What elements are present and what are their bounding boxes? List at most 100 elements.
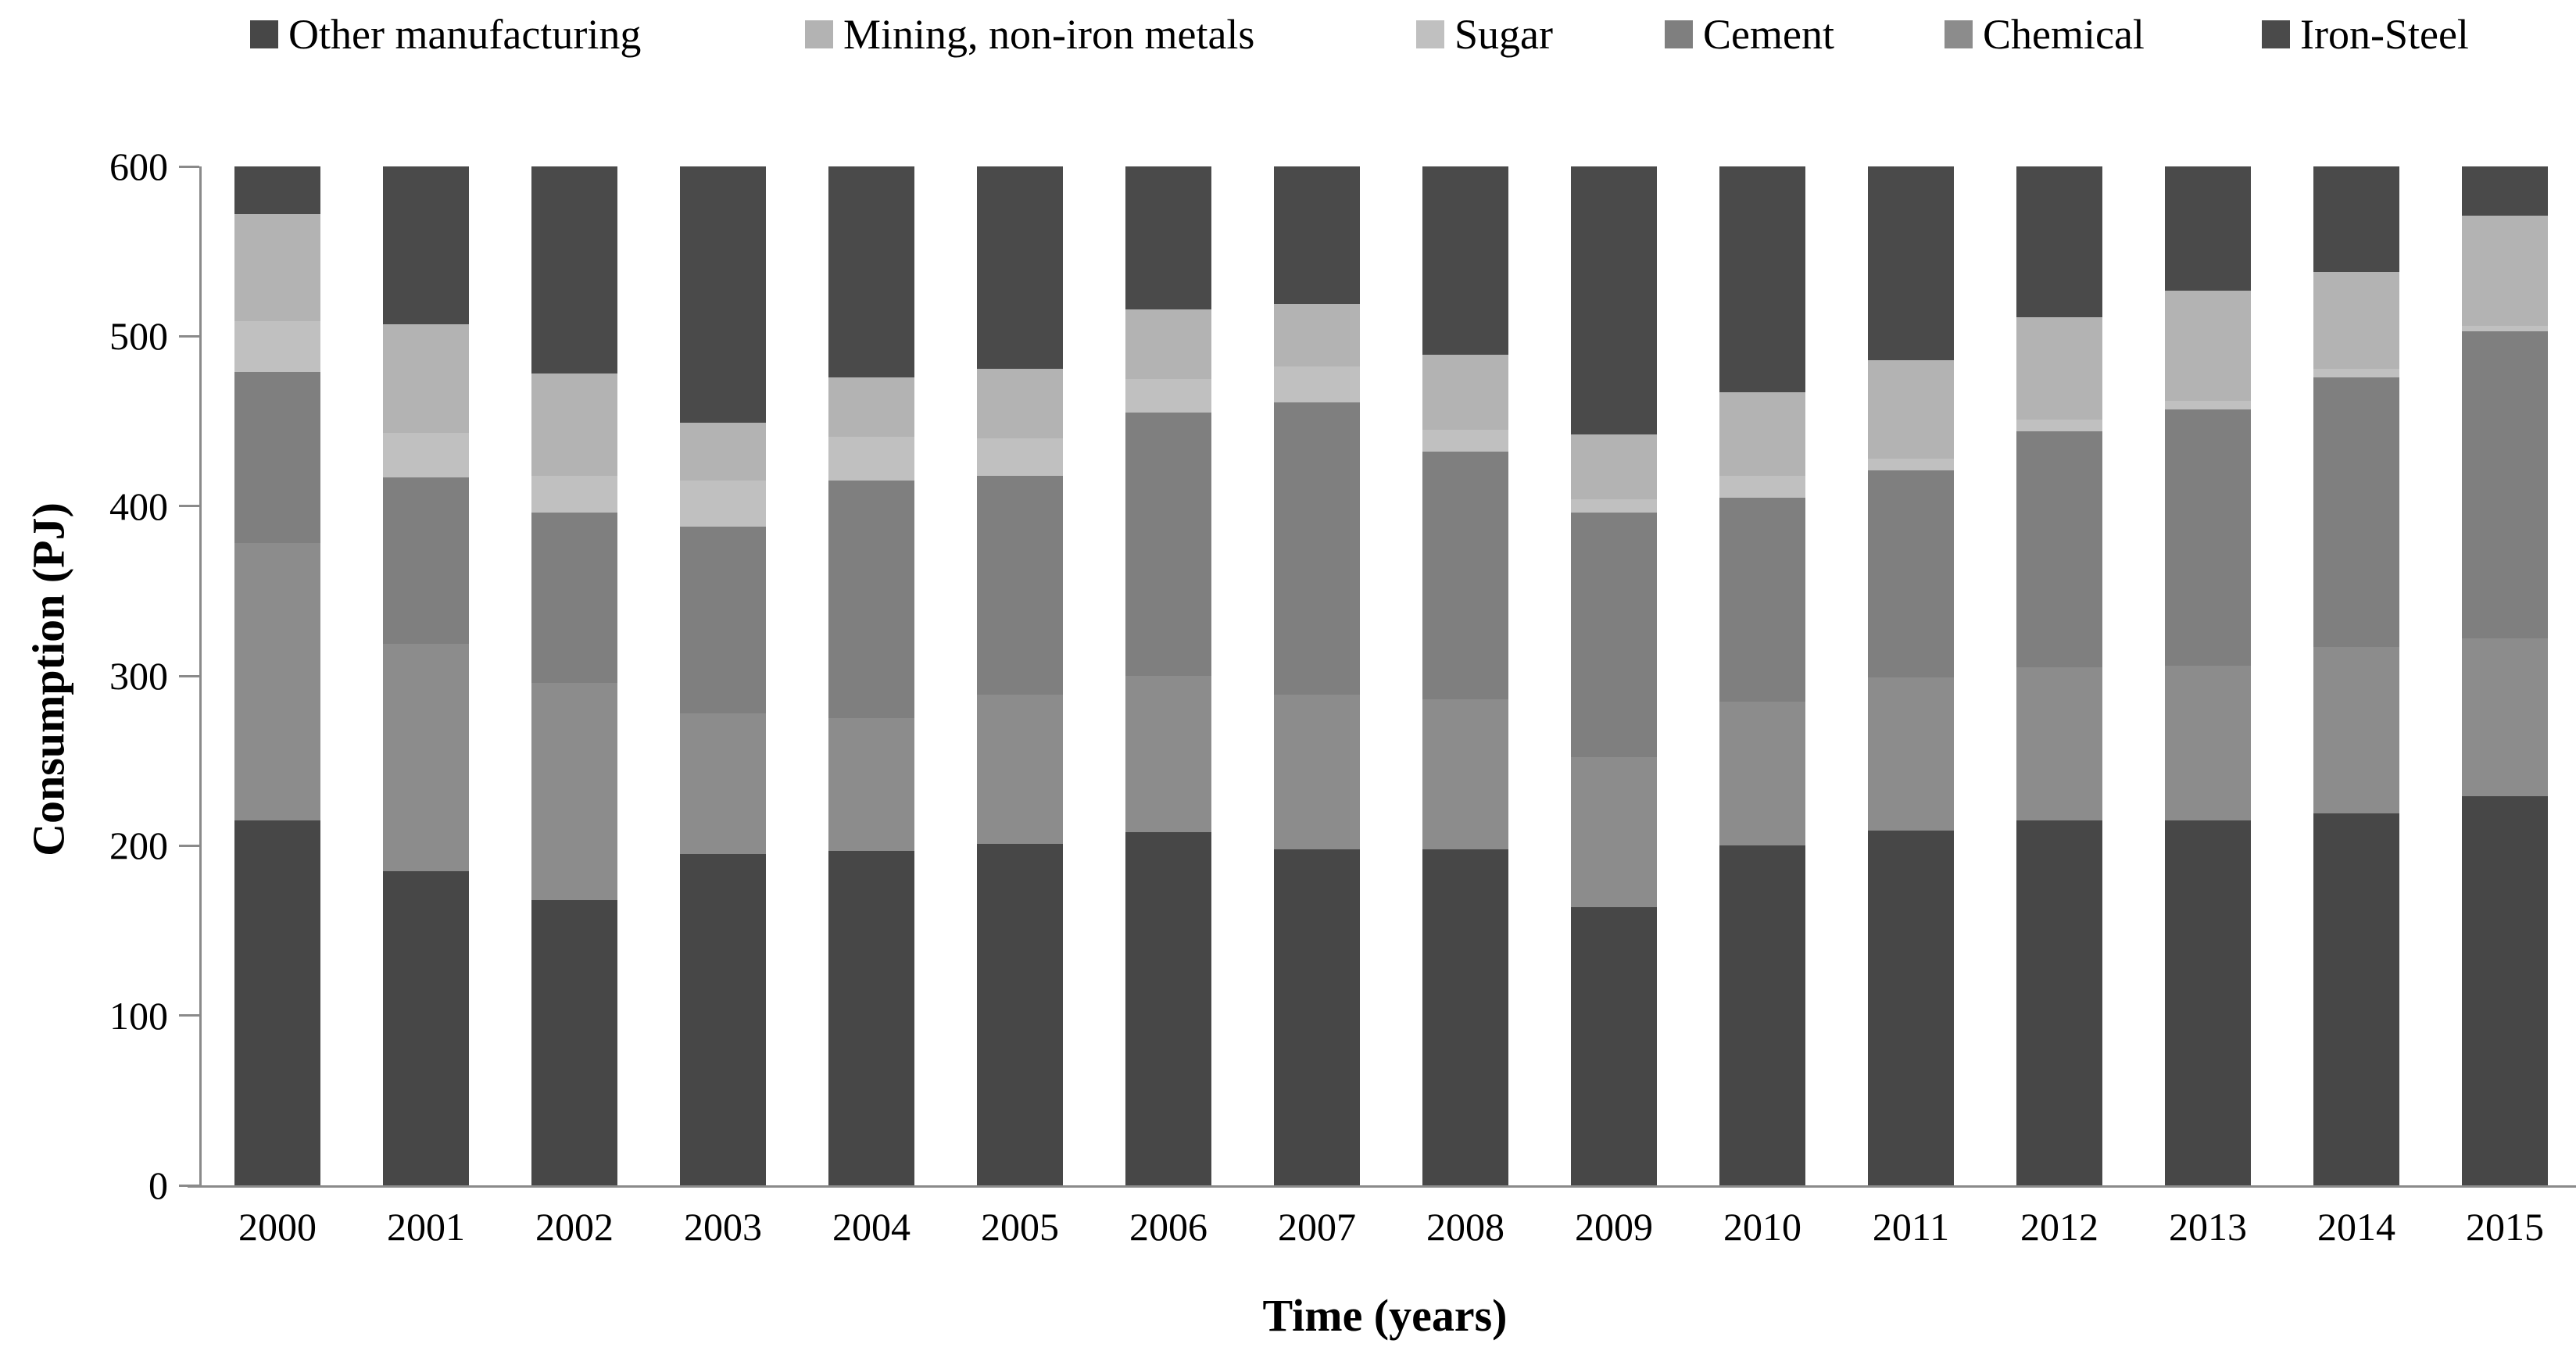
bar-segment-other-manufacturing bbox=[1274, 849, 1360, 1185]
y-tick-label: 200 bbox=[109, 824, 168, 868]
bar-segment-sugar bbox=[1422, 429, 1508, 452]
bar-segment-other-manufacturing bbox=[531, 899, 617, 1185]
bar-segment-mining-non-iron-metals bbox=[383, 324, 469, 434]
bar-segment-sugar bbox=[2313, 368, 2399, 377]
y-tick bbox=[179, 334, 199, 338]
bar-segment-mining-non-iron-metals bbox=[2165, 290, 2251, 401]
bar-segment-chemical bbox=[1719, 701, 1805, 846]
bar-segment-mining-non-iron-metals bbox=[1719, 392, 1805, 476]
y-tick bbox=[179, 674, 199, 677]
x-tick-label-2004: 2004 bbox=[832, 1205, 911, 1249]
bar-2009 bbox=[1571, 166, 1657, 1185]
bar-2006 bbox=[1125, 166, 1211, 1185]
bar-segment-mining-non-iron-metals bbox=[531, 373, 617, 476]
legend-label: Chemical bbox=[1983, 11, 2145, 58]
bar-segment-iron-steel bbox=[828, 166, 914, 377]
bar-segment-chemical bbox=[1274, 694, 1360, 849]
bar-segment-cement bbox=[828, 481, 914, 719]
x-tick-label-2002: 2002 bbox=[535, 1205, 614, 1249]
bar-segment-cement bbox=[2016, 431, 2102, 668]
bar-segment-chemical bbox=[531, 682, 617, 900]
bar-segment-mining-non-iron-metals bbox=[1274, 304, 1360, 367]
legend-item-sugar: Sugar bbox=[1416, 11, 1553, 58]
bar-segment-sugar bbox=[828, 436, 914, 481]
x-axis-title: Time (years) bbox=[1262, 1290, 1508, 1341]
bar-2007 bbox=[1274, 166, 1360, 1185]
bar-segment-other-manufacturing bbox=[234, 820, 320, 1185]
bar-segment-iron-steel bbox=[1868, 166, 1954, 360]
bar-segment-chemical bbox=[828, 718, 914, 851]
bar-segment-sugar bbox=[1125, 378, 1211, 413]
x-tick-label-2009: 2009 bbox=[1575, 1205, 1653, 1249]
legend-label: Iron-Steel bbox=[2300, 11, 2469, 58]
bar-2015 bbox=[2462, 166, 2548, 1185]
bar-segment-sugar bbox=[2165, 400, 2251, 409]
bar-2010 bbox=[1719, 166, 1805, 1185]
bar-segment-cement bbox=[531, 513, 617, 683]
bar-segment-sugar bbox=[383, 433, 469, 477]
bar-segment-other-manufacturing bbox=[1571, 906, 1657, 1185]
y-tick bbox=[179, 844, 199, 847]
bar-segment-other-manufacturing bbox=[680, 854, 766, 1185]
bar-2013 bbox=[2165, 166, 2251, 1185]
bar-segment-cement bbox=[2165, 409, 2251, 666]
bar-segment-cement bbox=[1868, 470, 1954, 678]
bar-segment-iron-steel bbox=[977, 166, 1063, 369]
legend-swatch-iron-steel bbox=[2262, 20, 2290, 48]
y-tick bbox=[179, 505, 199, 508]
bar-segment-other-manufacturing bbox=[1719, 845, 1805, 1185]
x-tick-label-2005: 2005 bbox=[981, 1205, 1059, 1249]
y-tick-label: 500 bbox=[109, 314, 168, 359]
bar-segment-mining-non-iron-metals bbox=[680, 423, 766, 481]
bar-segment-sugar bbox=[2016, 419, 2102, 432]
bar-segment-cement bbox=[1422, 452, 1508, 700]
bar-segment-chemical bbox=[1125, 676, 1211, 832]
bar-segment-chemical bbox=[1422, 699, 1508, 849]
bar-segment-iron-steel bbox=[2313, 166, 2399, 272]
legend-label: Other manufacturing bbox=[288, 11, 642, 58]
x-tick-label-2000: 2000 bbox=[238, 1205, 317, 1249]
bar-segment-iron-steel bbox=[1274, 166, 1360, 305]
bar-segment-iron-steel bbox=[680, 166, 766, 423]
legend-swatch-chemical bbox=[1945, 20, 1973, 48]
bar-segment-mining-non-iron-metals bbox=[828, 377, 914, 437]
bar-segment-sugar bbox=[1274, 366, 1360, 403]
legend-swatch-cement bbox=[1665, 20, 1693, 48]
bar-2011 bbox=[1868, 166, 1954, 1185]
y-tick-label: 0 bbox=[148, 1163, 168, 1207]
bar-segment-chemical bbox=[2016, 667, 2102, 820]
bar-2012 bbox=[2016, 166, 2102, 1185]
bar-segment-mining-non-iron-metals bbox=[1422, 355, 1508, 430]
bar-segment-other-manufacturing bbox=[1422, 849, 1508, 1185]
bar-segment-cement bbox=[977, 475, 1063, 695]
bar-2002 bbox=[531, 166, 617, 1185]
bar-segment-mining-non-iron-metals bbox=[1868, 359, 1954, 459]
x-tick-label-2003: 2003 bbox=[684, 1205, 762, 1249]
x-axis-line bbox=[188, 1185, 2576, 1188]
x-tick-label-2008: 2008 bbox=[1426, 1205, 1504, 1249]
bar-segment-chemical bbox=[2165, 665, 2251, 820]
bar-segment-mining-non-iron-metals bbox=[1571, 434, 1657, 499]
y-tick-label: 400 bbox=[109, 484, 168, 528]
bar-segment-chemical bbox=[680, 713, 766, 855]
bar-segment-other-manufacturing bbox=[2313, 813, 2399, 1185]
bar-segment-sugar bbox=[531, 475, 617, 513]
bar-segment-sugar bbox=[680, 481, 766, 527]
y-tick bbox=[179, 1014, 199, 1017]
bar-segment-other-manufacturing bbox=[2462, 796, 2548, 1185]
x-tick-label-2011: 2011 bbox=[1872, 1205, 1950, 1249]
bar-segment-iron-steel bbox=[383, 166, 469, 325]
x-tick-label-2012: 2012 bbox=[2020, 1205, 2098, 1249]
bar-2004 bbox=[828, 166, 914, 1185]
legend-item-mining-non-iron-metals: Mining, non-iron metals bbox=[805, 11, 1254, 58]
bar-2005 bbox=[977, 166, 1063, 1185]
bar-segment-iron-steel bbox=[1422, 166, 1508, 356]
bar-segment-cement bbox=[1125, 413, 1211, 676]
y-tick-label: 300 bbox=[109, 654, 168, 698]
bar-segment-iron-steel bbox=[2165, 166, 2251, 291]
bar-segment-cement bbox=[234, 371, 320, 544]
bar-segment-other-manufacturing bbox=[383, 870, 469, 1185]
x-tick-label-2006: 2006 bbox=[1129, 1205, 1208, 1249]
bar-segment-chemical bbox=[2313, 647, 2399, 814]
bar-segment-cement bbox=[2313, 377, 2399, 648]
